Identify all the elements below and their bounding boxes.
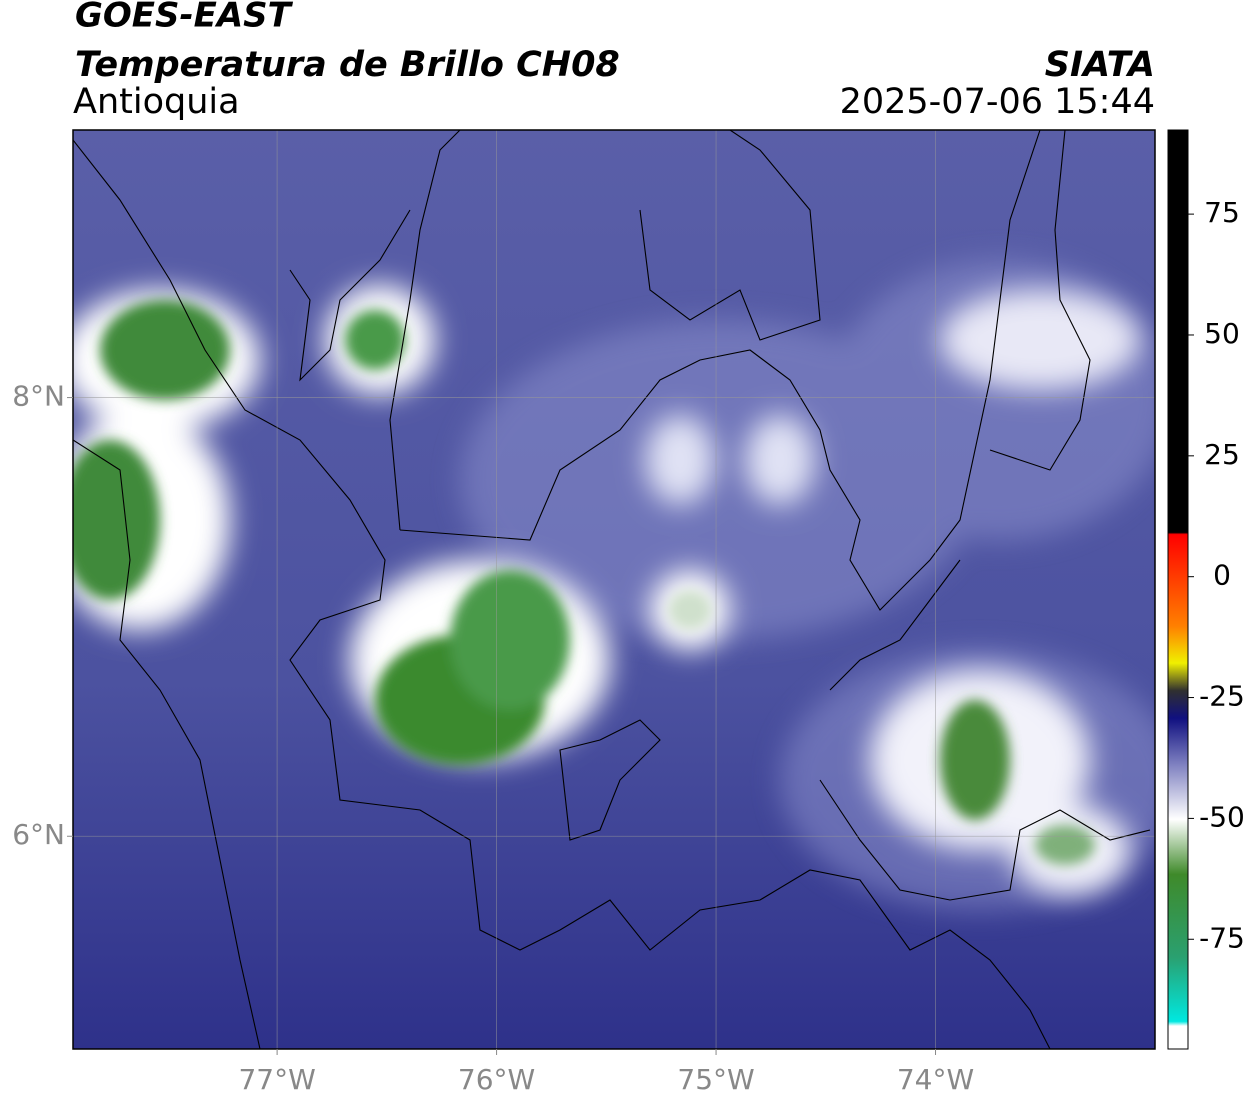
colorbar-tick-label: 0 — [1213, 559, 1231, 592]
satellite-image — [73, 130, 1155, 1049]
colorbar-tick-label: -25 — [1199, 680, 1245, 713]
x-tick-label: 76°W — [458, 1063, 535, 1096]
grid — [73, 130, 1155, 1049]
title: GOES-EAST — [75, 0, 294, 36]
colorbar-tick-label: 75 — [1204, 196, 1240, 229]
x-tick-label: 77°W — [238, 1063, 315, 1096]
y-tick-label: 8°N — [12, 380, 65, 413]
colorbar-tick-label: -75 — [1199, 921, 1245, 954]
source: SIATA — [1045, 45, 1155, 85]
subtitle: Temperatura de Brillo CH08 — [75, 45, 620, 85]
colorbar-tick-label: 50 — [1204, 317, 1240, 350]
colorbar-tick-label: -50 — [1199, 800, 1245, 833]
x-tick-label: 74°W — [897, 1063, 974, 1096]
y-tick-label: 6°N — [12, 818, 65, 851]
plot-frame — [72, 129, 1156, 1050]
colorbar — [1167, 129, 1189, 1050]
region: Antioquia — [73, 82, 240, 122]
timestamp: 2025-07-06 15:44 — [840, 82, 1155, 122]
x-tick-label: 75°W — [677, 1063, 754, 1096]
colorbar-tick-label: 25 — [1204, 438, 1240, 471]
borders — [73, 130, 1151, 1049]
